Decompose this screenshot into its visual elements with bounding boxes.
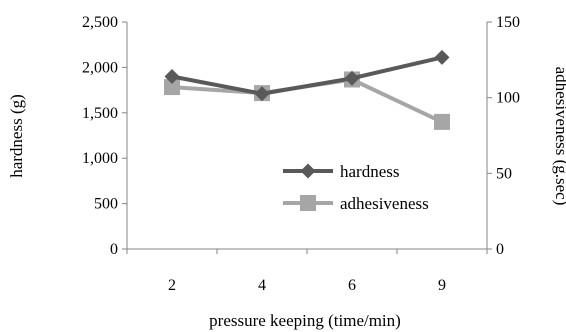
x-tick-label: 2 [168,277,176,294]
legend: hardness adhesiveness [283,162,429,213]
y2-tick-label: 0 [496,241,504,258]
legend-swatch-marker [300,195,316,211]
series-layer [164,49,450,130]
adhesiveness-point [164,79,180,96]
legend-label: hardness [340,162,399,181]
hardness-point [164,68,180,84]
hardness-line [171,55,443,96]
y-tick-label: 1,500 [82,105,118,122]
legend-swatch-marker [300,163,316,179]
series-adhesiveness [164,71,450,130]
y2-tick-label: 100 [496,90,520,107]
hardness-point [344,70,360,86]
y2-axis-title: adhesiveness (g.sec) [552,67,566,206]
y-tick-label: 2,000 [82,59,118,76]
hardness-point [254,86,270,102]
y2-tick-label: 50 [496,165,512,182]
y2-tick-label: 150 [496,14,520,31]
series-hardness [164,49,450,102]
x-tick-label: 4 [258,277,266,294]
y-tick-label: 1,000 [82,150,118,167]
y-axis-title: hardness (g) [7,94,26,178]
hardness-point [434,49,450,65]
x-tick-label: 9 [438,277,446,294]
x-tick-label: 6 [348,277,356,294]
legend-label: adhesiveness [340,194,429,213]
y-tick-label: 2,500 [82,14,118,31]
y-tick-label: 500 [94,196,118,213]
legend-item-adhesiveness: adhesiveness [283,194,429,213]
legend-item-hardness: hardness [283,162,399,181]
y-tick-label: 0 [110,241,118,258]
adhesiveness-point [434,113,450,130]
x-axis-title: pressure keeping (time/min) [209,311,401,330]
axes: 0 500 1,000 1,500 2,000 2,500 0 50 100 150 2 4 6 9 [82,14,520,294]
